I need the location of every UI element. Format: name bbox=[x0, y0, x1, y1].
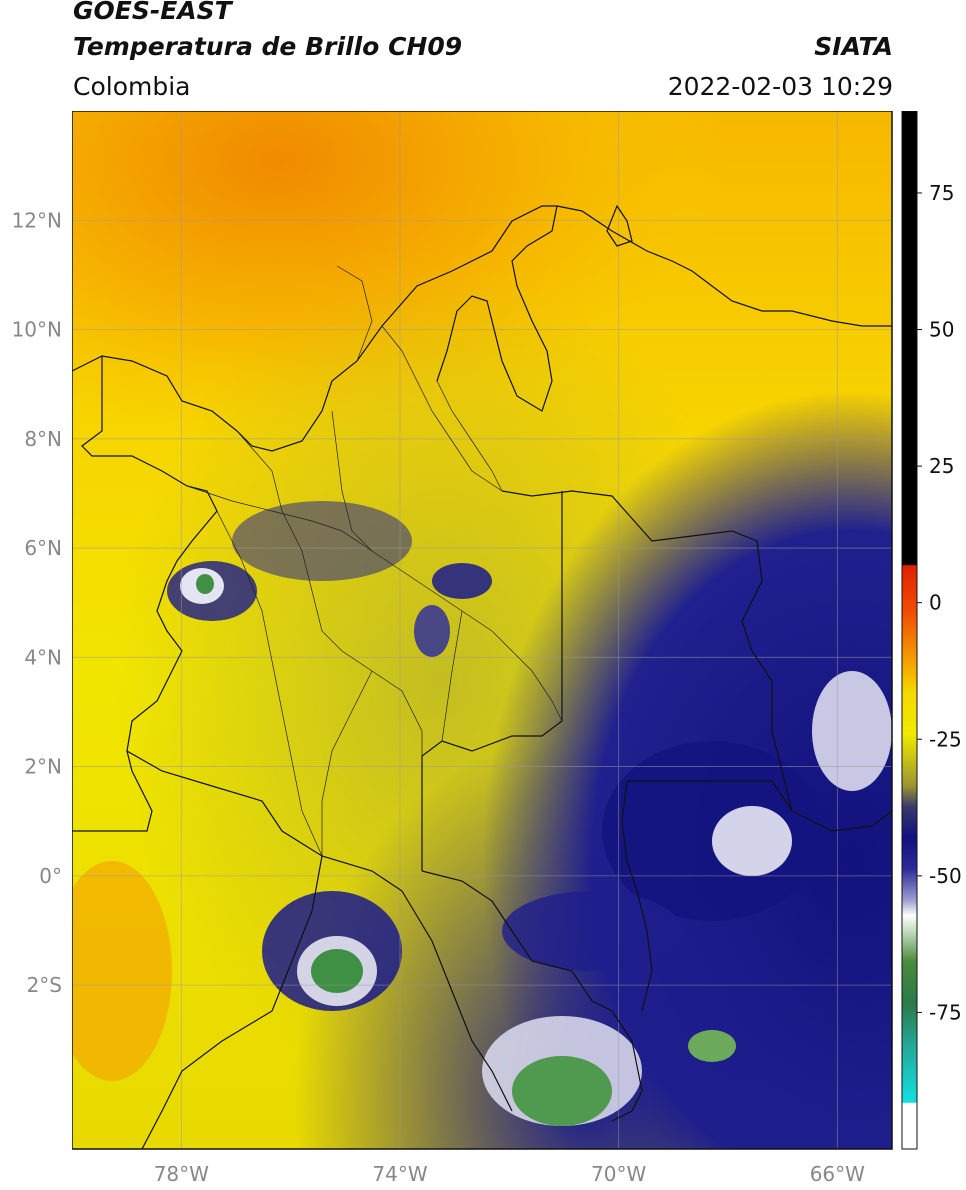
latitude-tick-label: 2°S bbox=[27, 973, 62, 997]
colorbar-ticks: 75 50 25 0 -25 -50 -75 bbox=[917, 181, 961, 1024]
longitude-tick-label: 66°W bbox=[810, 1162, 865, 1186]
satellite-title: GOES-EAST bbox=[73, 0, 232, 25]
latitude-axis: 12°N 10°N 8°N 6°N 4°N 2°N 0° 2°S bbox=[12, 208, 62, 997]
colorbar-tick-label: -25 bbox=[929, 727, 961, 751]
longitude-tick-label: 78°W bbox=[154, 1162, 209, 1186]
latitude-tick-label: 8°N bbox=[24, 427, 62, 451]
longitude-tick-labels: 78°W 74°W 70°W 66°W bbox=[154, 1162, 865, 1186]
map-border bbox=[72, 111, 893, 1150]
colorbar-tick-label: 0 bbox=[929, 591, 942, 615]
latitude-tick-label: 0° bbox=[39, 864, 62, 888]
latitude-tick-label: 2°N bbox=[24, 755, 62, 779]
region-label: Colombia bbox=[73, 72, 191, 101]
colorbar-tick-label: -75 bbox=[929, 1000, 961, 1024]
product-title: Temperatura de Brillo CH09 bbox=[73, 32, 463, 61]
brightness-temperature-field bbox=[72, 111, 892, 1149]
latitude-tick-label: 10°N bbox=[12, 318, 62, 342]
department-borders bbox=[186, 265, 563, 857]
latitude-tick-label: 12°N bbox=[12, 208, 62, 232]
satellite-map: 78°W 74°W 70°W 66°W bbox=[72, 111, 893, 1186]
colorbar: 75 50 25 0 -25 -50 -75 bbox=[901, 111, 961, 1150]
colorbar-tick-label: 75 bbox=[929, 181, 954, 205]
timestamp-label: 2022-02-03 10:29 bbox=[667, 72, 893, 101]
colorbar-tick-label: 25 bbox=[929, 454, 954, 478]
colorbar-tick-label: 50 bbox=[929, 318, 954, 342]
country-borders bbox=[72, 204, 892, 1149]
organization-label: SIATA bbox=[814, 32, 893, 61]
gridlines bbox=[72, 111, 892, 1149]
latitude-tick-label: 4°N bbox=[24, 645, 62, 669]
colorbar-gradient bbox=[901, 111, 918, 1150]
latitude-tick-label: 6°N bbox=[24, 536, 62, 560]
longitude-tick-label: 74°W bbox=[372, 1162, 427, 1186]
colorbar-tick-label: -50 bbox=[929, 864, 961, 888]
longitude-tick-label: 70°W bbox=[591, 1162, 646, 1186]
